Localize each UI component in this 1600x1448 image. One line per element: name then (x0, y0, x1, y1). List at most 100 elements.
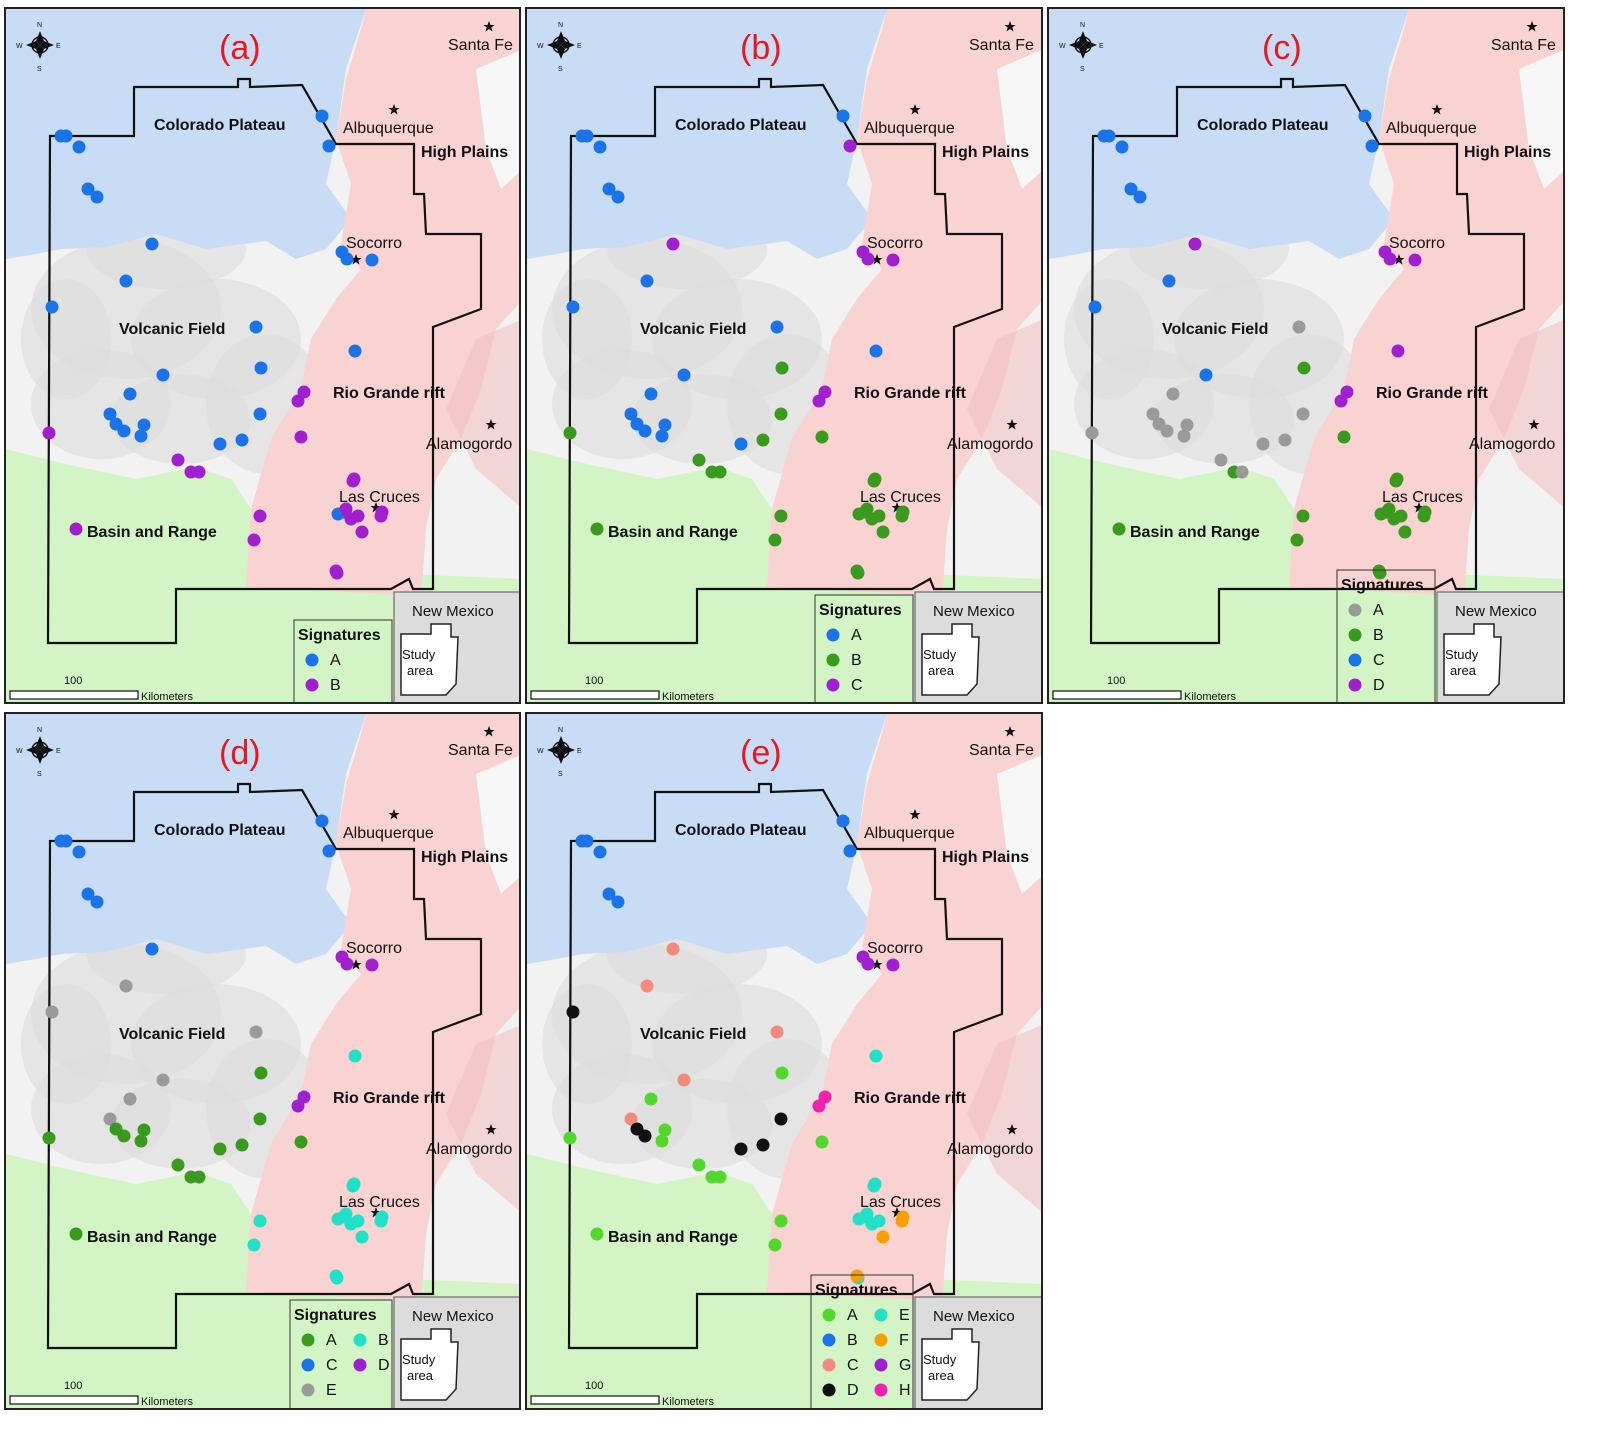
terrain-shading (111, 1079, 251, 1169)
site-point (1177, 429, 1191, 443)
site-point (171, 453, 185, 467)
city-star-icon (483, 726, 495, 737)
site-point (1391, 344, 1405, 358)
new-mexico-outline (400, 1328, 459, 1401)
legend-swatch (822, 1383, 836, 1397)
city-star-icon (1006, 419, 1018, 430)
region-label-colorado-plateau: Colorado Plateau (154, 117, 286, 134)
city-label-santa-fe: Santa Fe (1491, 37, 1556, 54)
city-star-icon (350, 254, 362, 265)
region-label-volcanic-field: Volcanic Field (1162, 321, 1268, 338)
site-point (1256, 437, 1270, 451)
scale-bar-rect (1052, 690, 1182, 700)
site-point (775, 361, 789, 375)
inset-title: New Mexico (412, 1308, 494, 1325)
compass-rose-icon: N S E W (16, 22, 61, 73)
city-label-las-cruces: Las Cruces (1382, 489, 1463, 506)
compass-w-label: W (16, 748, 23, 755)
site-point (869, 344, 883, 358)
site-point (868, 1177, 882, 1191)
site-point (134, 429, 148, 443)
site-point (340, 957, 354, 971)
site-point (344, 512, 358, 526)
site-point (119, 979, 133, 993)
site-point (123, 1092, 137, 1106)
site-point (563, 1131, 577, 1145)
site-point (322, 844, 336, 858)
legend-swatch (301, 1358, 315, 1372)
signature-legend: Signatures AB (293, 619, 393, 702)
legend-swatch (826, 628, 840, 642)
legend-entry-label: B (1373, 627, 1384, 644)
legend-entry-label: D (1373, 677, 1385, 694)
high-plains-region (997, 755, 1041, 894)
city-star-icon (1413, 502, 1425, 513)
site-point (713, 1170, 727, 1184)
legend-title: Signatures (298, 627, 381, 644)
legend-swatch (874, 1358, 888, 1372)
legend-entry-label: A (326, 1332, 337, 1349)
site-point (81, 182, 95, 196)
site-point (1085, 426, 1099, 440)
legend-swatch (305, 653, 319, 667)
legend-entry-label: C (847, 1357, 859, 1374)
region-label-high-plains: High Plains (421, 144, 508, 161)
site-point (192, 465, 206, 479)
site-point (658, 418, 672, 432)
scale-bar-rect (9, 1395, 139, 1405)
tularosa-shading (446, 1025, 519, 1211)
city-star-icon (891, 502, 903, 513)
site-point (756, 1138, 770, 1152)
site-point (756, 433, 770, 447)
site-point (1180, 418, 1194, 432)
compass-w-label: W (16, 43, 23, 50)
compass-e-label: E (1099, 43, 1104, 50)
site-point (850, 564, 864, 578)
site-point (580, 834, 594, 848)
site-point (593, 845, 607, 859)
legend-entry-label: B (378, 1332, 389, 1349)
site-point (1390, 472, 1404, 486)
legend-swatch (1348, 603, 1362, 617)
new-mexico-outline (1443, 623, 1502, 696)
site-point (117, 1129, 131, 1143)
site-point (253, 407, 267, 421)
site-point (774, 1112, 788, 1126)
site-point (156, 1073, 170, 1087)
site-point (593, 140, 607, 154)
city-label-socorro: Socorro (346, 235, 402, 252)
site-point (339, 1207, 353, 1221)
map-panel-d: N S E W (d) Santa Fe Albuquerque Socorro Alamogo… (4, 712, 521, 1410)
city-star-icon (909, 104, 921, 115)
city-label-santa-fe: Santa Fe (448, 37, 513, 54)
site-point (590, 522, 604, 536)
scale-value: 100 (585, 675, 603, 687)
site-point (644, 387, 658, 401)
site-point (1199, 368, 1213, 382)
site-point (843, 844, 857, 858)
site-point (69, 522, 83, 536)
new-mexico-outline (921, 623, 980, 696)
site-point (886, 958, 900, 972)
compass-n-label: N (37, 22, 42, 29)
inset-title: New Mexico (412, 603, 494, 620)
scale-value: 100 (64, 675, 82, 687)
compass-s-label: S (37, 66, 42, 73)
site-point (1166, 387, 1180, 401)
site-point (192, 1170, 206, 1184)
site-point (145, 942, 159, 956)
site-point (843, 139, 857, 153)
inset-study-area-label: Study area (923, 1352, 957, 1383)
panel-label: (b) (740, 29, 782, 67)
site-point (235, 1138, 249, 1152)
city-label-alamogordo: Alamogordo (947, 436, 1033, 453)
site-point (315, 814, 329, 828)
region-label-volcanic-field: Volcanic Field (119, 1026, 225, 1043)
city-star-icon (1528, 419, 1540, 430)
panel-label: (c) (1262, 29, 1302, 67)
site-point (666, 942, 680, 956)
site-point (1337, 430, 1351, 444)
high-plains-region (476, 755, 519, 894)
map-svg: N S E W (c) Santa Fe Albuquerque Socorro Alamogo… (1049, 9, 1563, 702)
